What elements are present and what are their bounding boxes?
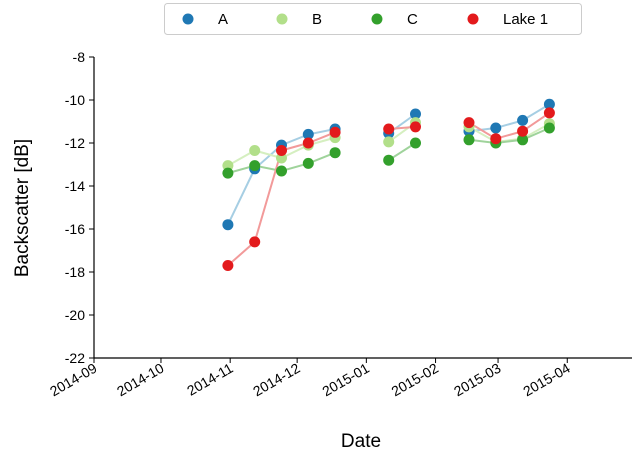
data-point xyxy=(276,145,287,156)
legend-label: A xyxy=(218,11,228,28)
y-tick-label: -18 xyxy=(65,264,85,280)
data-point xyxy=(329,126,341,138)
y-tick-label: -8 xyxy=(73,49,86,65)
legend-label: C xyxy=(407,11,418,28)
data-point xyxy=(383,154,395,166)
legend-label: Lake 1 xyxy=(503,11,548,28)
data-point xyxy=(302,128,314,140)
y-tick-label: -20 xyxy=(65,307,85,323)
y-tick-label: -12 xyxy=(65,135,85,151)
legend-marker xyxy=(467,13,479,25)
y-tick-label: -16 xyxy=(65,221,85,237)
data-point xyxy=(302,157,314,169)
x-tick-label: 2015-04 xyxy=(520,360,573,400)
data-point xyxy=(410,108,421,120)
series-line xyxy=(468,112,550,140)
x-tick-label: 2014-12 xyxy=(250,360,303,400)
y-tick-label: -22 xyxy=(65,350,85,366)
data-point xyxy=(410,137,421,149)
data-point xyxy=(329,147,341,159)
data-point xyxy=(490,133,502,145)
y-tick-label: -10 xyxy=(65,92,85,108)
data-point xyxy=(302,137,314,149)
legend-label: B xyxy=(312,11,322,28)
legend: A B C Lake 1 xyxy=(164,3,582,35)
data-point xyxy=(383,136,395,148)
x-tick-label: 2014-10 xyxy=(114,360,167,400)
data-point xyxy=(276,165,287,177)
data-point xyxy=(463,117,475,129)
x-axis-label: Date xyxy=(341,431,381,452)
legend-marker xyxy=(276,13,288,25)
data-point xyxy=(222,167,234,179)
data-point xyxy=(222,260,234,271)
data-point xyxy=(543,122,555,134)
data-point xyxy=(517,125,529,137)
series-points xyxy=(222,98,555,271)
x-tick-label: 2015-01 xyxy=(319,360,372,400)
series-line xyxy=(468,103,550,133)
data-point xyxy=(490,122,502,134)
legend-marker xyxy=(371,13,383,25)
x-tick-label: 2014-11 xyxy=(184,360,236,399)
y-axis-label: Backscatter [dB] xyxy=(12,139,33,277)
data-point xyxy=(222,219,234,231)
y-tick-label: -14 xyxy=(65,178,85,194)
x-tick-label: 2015-02 xyxy=(389,360,442,400)
series-line xyxy=(468,127,550,145)
data-point xyxy=(463,134,475,146)
data-point xyxy=(543,107,555,119)
series-line xyxy=(468,122,550,143)
data-point xyxy=(383,123,395,135)
data-point xyxy=(249,160,261,172)
data-point xyxy=(249,236,261,248)
data-point xyxy=(517,134,529,146)
data-point xyxy=(543,98,555,110)
x-tick-label: 2015-03 xyxy=(451,360,504,400)
data-point xyxy=(517,114,529,126)
data-point xyxy=(249,145,261,156)
data-point xyxy=(410,121,421,133)
legend-marker xyxy=(182,13,194,25)
